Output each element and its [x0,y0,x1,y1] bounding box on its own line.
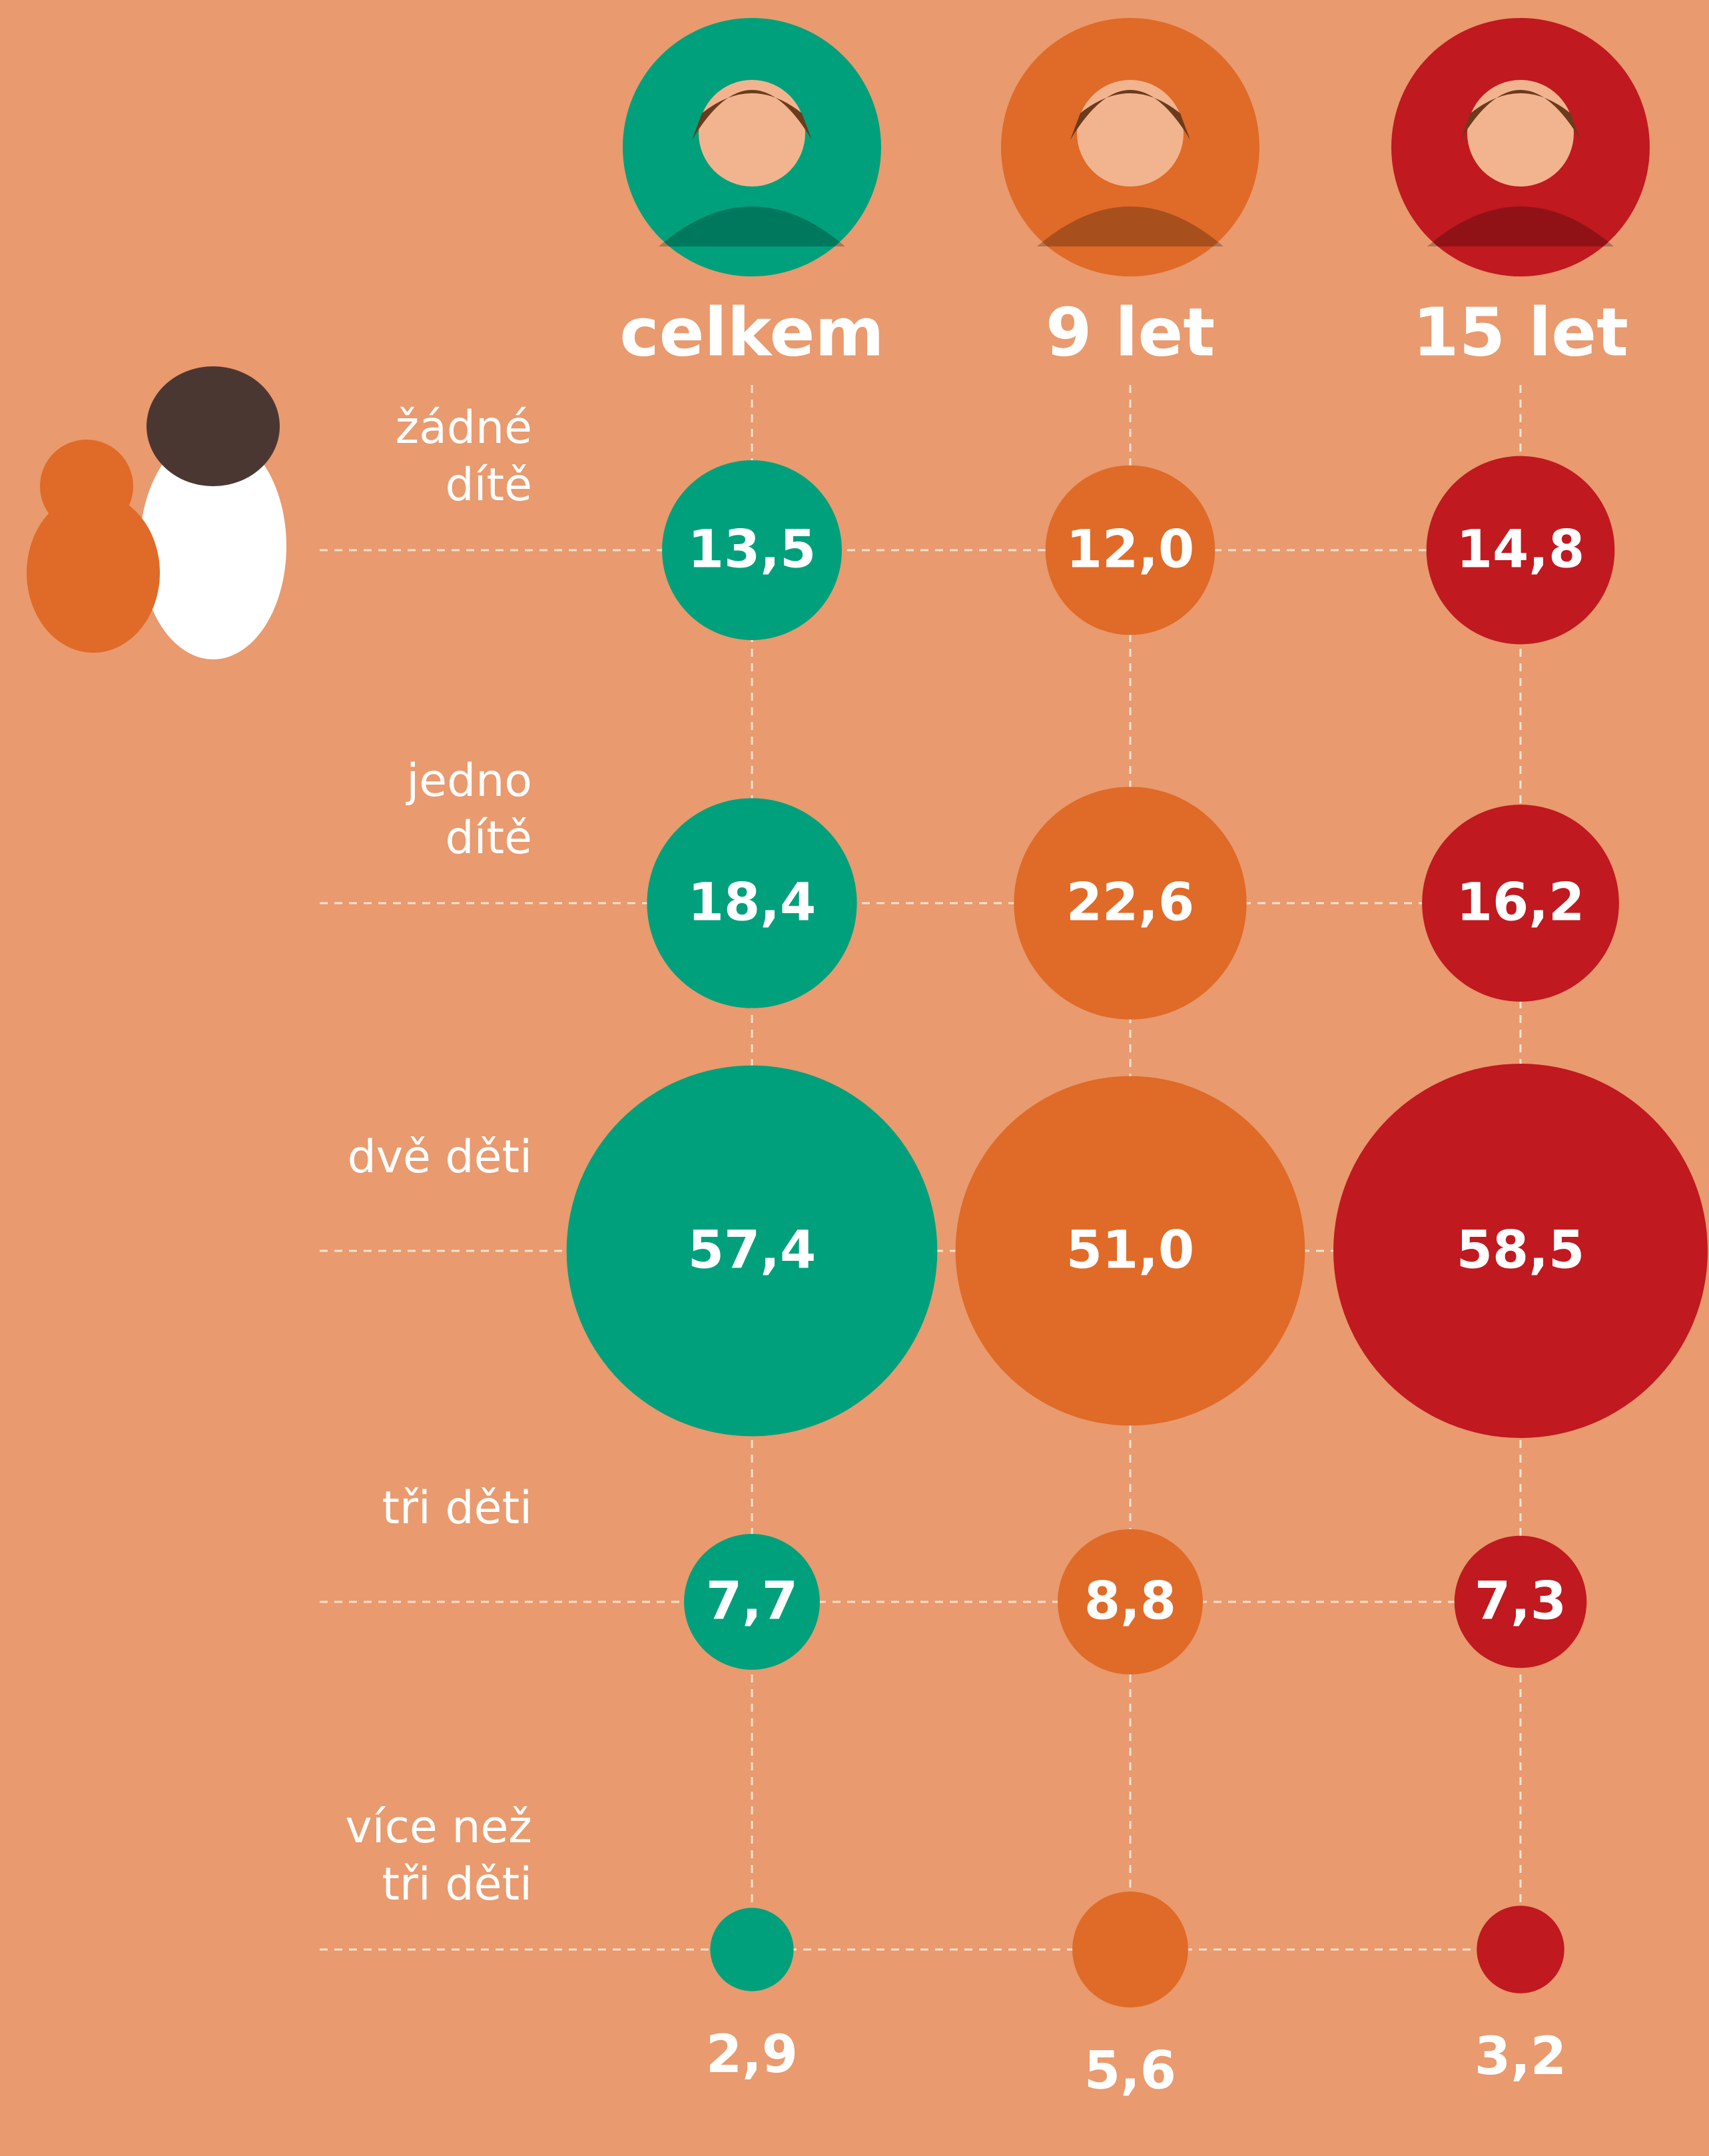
bubble [1014,787,1247,1020]
value-label: 8,8 [1084,1571,1176,1631]
value-label: 58,5 [1457,1220,1584,1280]
avatar-face [1467,80,1574,186]
avatar-face [1077,80,1184,186]
bubble [566,1065,938,1437]
value-label: 3,2 [1475,2027,1566,2087]
avatar-hair [1461,90,1580,140]
value-label: 7,7 [706,1571,798,1631]
row-label: tři děti [382,1482,532,1535]
bubble [1426,456,1615,645]
pet-illustration [27,366,286,659]
row-label: dvě děti [347,1131,532,1184]
value-label: 14,8 [1457,520,1584,579]
bubble [647,798,857,1008]
bubble [1045,465,1215,635]
value-label: 51,0 [1066,1220,1194,1280]
bubble [1477,1906,1564,1993]
bubble [684,1534,820,1670]
row-label: žádné dítě [395,402,532,512]
value-label: 12,0 [1066,520,1194,579]
value-label: 18,4 [688,873,816,932]
value-label: 16,2 [1457,873,1584,932]
bubble [710,1908,794,1991]
value-label: 5,6 [1084,2041,1176,2101]
bubble [1058,1529,1203,1674]
bubble [955,1076,1305,1426]
avatar-face [699,80,805,186]
bubble [1454,1535,1587,1668]
series-label: 9 let [1046,293,1215,371]
avatar-body [1037,206,1223,246]
bubble [1072,1892,1188,2007]
bubble [1333,1064,1708,1438]
avatar-hair [1070,90,1190,140]
value-label: 2,9 [706,2025,798,2085]
series-label: 15 let [1413,293,1628,371]
bubble [662,460,842,640]
value-label: 22,6 [1066,873,1194,932]
value-label: 57,4 [688,1220,816,1280]
row-label: více než tři děti [345,1801,532,1911]
avatar-body [659,206,845,246]
row-label: jedno dítě [406,755,532,865]
avatar-body [1427,206,1614,246]
bubble [1422,805,1619,1002]
value-label: 13,5 [688,520,816,579]
value-label: 7,3 [1475,1571,1566,1631]
series-label: celkem [619,293,884,371]
avatar-hair [692,90,812,140]
